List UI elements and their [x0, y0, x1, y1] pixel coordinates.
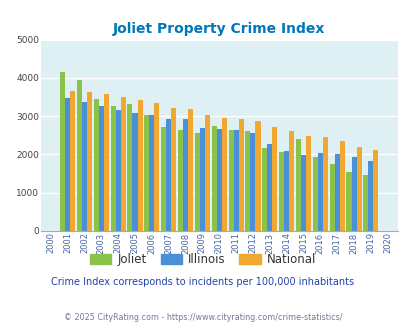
Bar — [221, 118, 226, 231]
Bar — [194, 133, 199, 231]
Bar — [211, 126, 216, 231]
Bar — [300, 155, 305, 231]
Bar — [104, 94, 109, 231]
Bar — [199, 128, 205, 231]
Bar — [94, 99, 98, 231]
Bar — [177, 130, 183, 231]
Bar — [82, 102, 87, 231]
Bar — [250, 133, 255, 231]
Bar — [161, 127, 166, 231]
Bar — [367, 161, 373, 231]
Bar — [171, 108, 176, 231]
Bar — [233, 130, 238, 231]
Bar — [115, 110, 120, 231]
Bar — [154, 103, 159, 231]
Bar — [266, 145, 272, 231]
Bar — [351, 157, 356, 231]
Bar — [288, 131, 294, 231]
Bar — [77, 80, 82, 231]
Bar — [262, 148, 266, 231]
Bar — [98, 106, 104, 231]
Bar — [356, 147, 361, 231]
Bar — [60, 72, 65, 231]
Bar — [166, 119, 171, 231]
Bar — [272, 127, 277, 231]
Bar — [137, 100, 142, 231]
Title: Joliet Property Crime Index: Joliet Property Crime Index — [113, 22, 325, 36]
Text: Crime Index corresponds to incidents per 100,000 inhabitants: Crime Index corresponds to incidents per… — [51, 278, 354, 287]
Bar — [188, 109, 193, 231]
Bar — [339, 141, 344, 231]
Bar — [144, 115, 149, 231]
Bar — [245, 131, 250, 231]
Bar — [334, 154, 339, 231]
Bar — [312, 157, 317, 231]
Bar — [362, 175, 367, 231]
Bar — [120, 97, 126, 231]
Bar — [205, 115, 209, 231]
Bar — [284, 151, 288, 231]
Bar — [183, 119, 188, 231]
Bar — [149, 115, 154, 231]
Bar — [238, 119, 243, 231]
Bar — [127, 104, 132, 231]
Bar — [87, 92, 92, 231]
Bar — [305, 136, 310, 231]
Bar — [322, 137, 327, 231]
Bar — [70, 90, 75, 231]
Text: © 2025 CityRating.com - https://www.cityrating.com/crime-statistics/: © 2025 CityRating.com - https://www.city… — [64, 313, 341, 322]
Bar — [373, 150, 377, 231]
Bar — [345, 172, 351, 231]
Bar — [65, 98, 70, 231]
Legend: Joliet, Illinois, National: Joliet, Illinois, National — [85, 248, 320, 271]
Bar — [110, 106, 115, 231]
Bar — [255, 121, 260, 231]
Bar — [216, 129, 221, 231]
Bar — [228, 130, 233, 231]
Bar — [278, 152, 284, 231]
Bar — [132, 113, 137, 231]
Bar — [329, 164, 334, 231]
Bar — [317, 153, 322, 231]
Bar — [295, 139, 300, 231]
